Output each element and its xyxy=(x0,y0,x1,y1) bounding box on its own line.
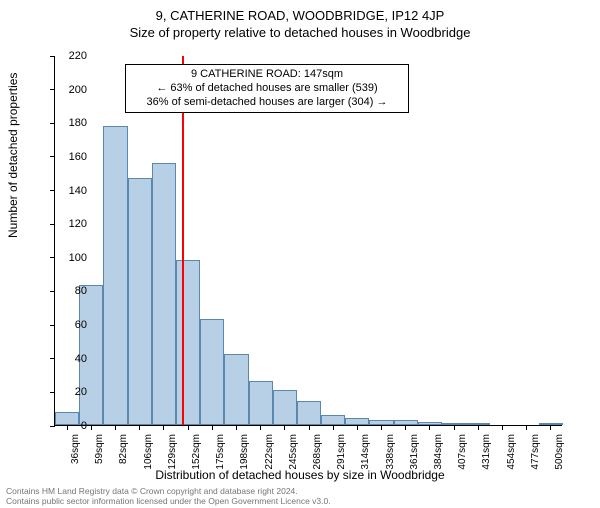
ytick-label: 60 xyxy=(57,319,87,331)
xtick xyxy=(502,425,503,430)
footer-line: Contains public sector information licen… xyxy=(6,496,331,506)
histogram-bar xyxy=(249,381,273,425)
xtick-label: 407sqm xyxy=(457,434,468,474)
ytick xyxy=(50,89,55,90)
xtick xyxy=(405,425,406,430)
xtick xyxy=(212,425,213,430)
y-axis-label: Number of detached properties xyxy=(6,73,20,238)
xtick-label: 291sqm xyxy=(336,434,347,474)
xtick xyxy=(139,425,140,430)
ytick-label: 220 xyxy=(57,50,87,62)
xtick-label: 129sqm xyxy=(167,434,178,474)
xtick xyxy=(357,425,358,430)
histogram-bar xyxy=(176,260,200,425)
xtick xyxy=(260,425,261,430)
ytick xyxy=(50,257,55,258)
info-box: 9 CATHERINE ROAD: 147sqm← 63% of detache… xyxy=(125,64,409,113)
ytick-label: 200 xyxy=(57,84,87,96)
xtick xyxy=(429,425,430,430)
xtick-label: 82sqm xyxy=(118,434,129,474)
xtick xyxy=(115,425,116,430)
page-title: 9, CATHERINE ROAD, WOODBRIDGE, IP12 4JP xyxy=(0,8,600,23)
histogram-bar xyxy=(200,319,224,425)
ytick xyxy=(50,392,55,393)
xtick-label: 431sqm xyxy=(481,434,492,474)
xtick xyxy=(478,425,479,430)
footer-line: Contains HM Land Registry data © Crown c… xyxy=(6,486,331,496)
info-box-line: 36% of semi-detached houses are larger (… xyxy=(132,96,402,110)
xtick xyxy=(188,425,189,430)
ytick-label: 160 xyxy=(57,151,87,163)
xtick xyxy=(381,425,382,430)
histogram-bar xyxy=(297,401,321,425)
ytick-label: 40 xyxy=(57,353,87,365)
xtick xyxy=(309,425,310,430)
xtick-label: 152sqm xyxy=(191,434,202,474)
ytick xyxy=(50,358,55,359)
footer-attribution: Contains HM Land Registry data © Crown c… xyxy=(6,486,331,506)
xtick-label: 384sqm xyxy=(433,434,444,474)
xtick xyxy=(284,425,285,430)
ytick xyxy=(50,224,55,225)
histogram-bar xyxy=(345,418,369,425)
ytick xyxy=(50,325,55,326)
xtick xyxy=(526,425,527,430)
xtick xyxy=(333,425,334,430)
histogram-bar xyxy=(321,415,345,425)
xtick-label: 268sqm xyxy=(312,434,323,474)
xtick-label: 245sqm xyxy=(288,434,299,474)
xtick xyxy=(550,425,551,430)
xtick-label: 59sqm xyxy=(94,434,105,474)
xtick-label: 500sqm xyxy=(554,434,565,474)
page-subtitle: Size of property relative to detached ho… xyxy=(0,25,600,40)
xtick-label: 175sqm xyxy=(215,434,226,474)
histogram-bar xyxy=(152,163,176,425)
xtick-label: 477sqm xyxy=(530,434,541,474)
ytick xyxy=(50,123,55,124)
ytick-label: 180 xyxy=(57,117,87,129)
histogram-bar xyxy=(103,126,127,425)
xtick-label: 198sqm xyxy=(239,434,250,474)
ytick-label: 140 xyxy=(57,185,87,197)
ytick xyxy=(50,56,55,57)
histogram-bar xyxy=(224,354,248,425)
xtick-label: 454sqm xyxy=(506,434,517,474)
xtick xyxy=(91,425,92,430)
ytick xyxy=(50,426,55,427)
histogram-bar xyxy=(273,390,297,425)
histogram-chart: 9 CATHERINE ROAD: 147sqm← 63% of detache… xyxy=(54,56,562,426)
info-box-line: ← 63% of detached houses are smaller (53… xyxy=(132,82,402,96)
xtick xyxy=(454,425,455,430)
xtick xyxy=(163,425,164,430)
xtick-label: 222sqm xyxy=(264,434,275,474)
xtick-label: 36sqm xyxy=(70,434,81,474)
ytick-label: 20 xyxy=(57,386,87,398)
xtick-label: 106sqm xyxy=(143,434,154,474)
ytick-label: 80 xyxy=(57,285,87,297)
xtick xyxy=(236,425,237,430)
plot-area: 9 CATHERINE ROAD: 147sqm← 63% of detache… xyxy=(54,56,562,426)
histogram-bar xyxy=(128,178,152,425)
xtick-label: 338sqm xyxy=(385,434,396,474)
ytick xyxy=(50,156,55,157)
info-box-line: 9 CATHERINE ROAD: 147sqm xyxy=(132,68,402,82)
xtick-label: 314sqm xyxy=(360,434,371,474)
ytick-label: 100 xyxy=(57,252,87,264)
ytick-label: 120 xyxy=(57,218,87,230)
xtick-label: 361sqm xyxy=(409,434,420,474)
ytick-label: 0 xyxy=(57,420,87,432)
ytick xyxy=(50,291,55,292)
ytick xyxy=(50,190,55,191)
